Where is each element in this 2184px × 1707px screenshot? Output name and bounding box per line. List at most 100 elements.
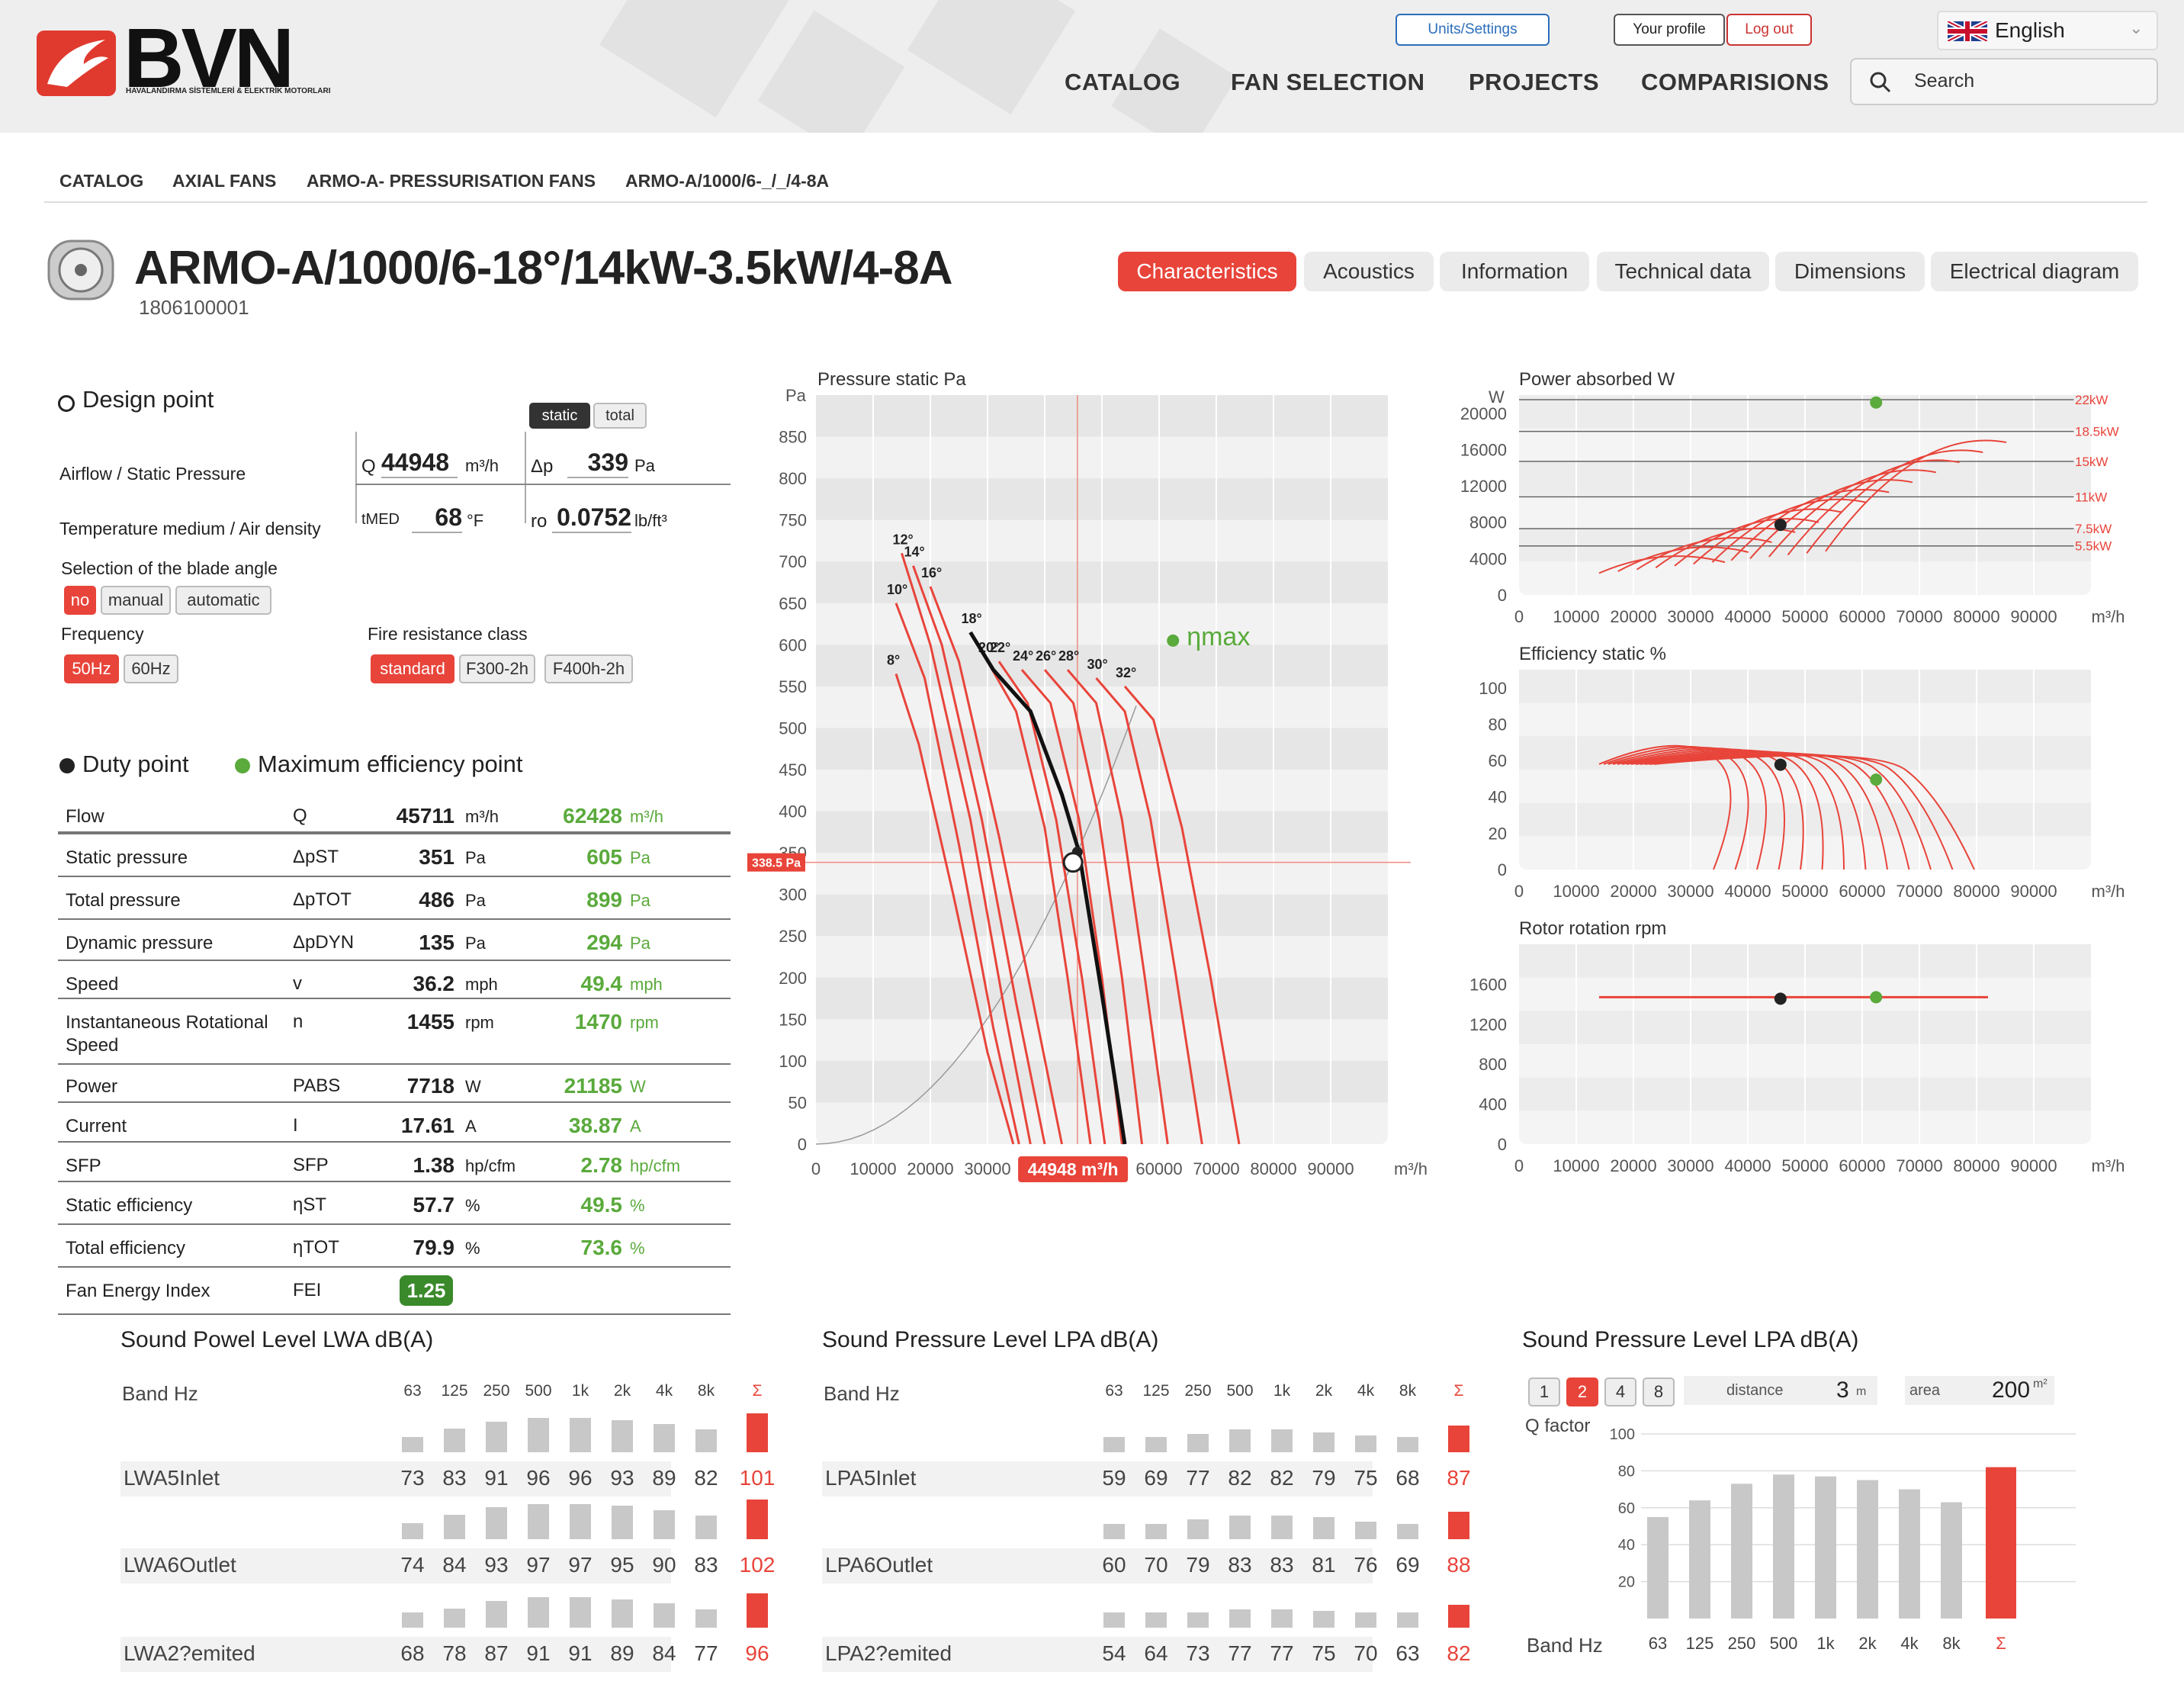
duty-point-marker[interactable] — [1774, 992, 1787, 1005]
freq-50hz-button[interactable]: 50Hz — [64, 654, 119, 683]
blade-angle-label: 14° — [904, 545, 925, 560]
nav-projects[interactable]: PROJECTS — [1469, 69, 1600, 95]
distance-unit: m — [1856, 1385, 1867, 1398]
tab-electrical-diagram[interactable]: Electrical diagram — [1931, 252, 2138, 291]
breadcrumb-catalog[interactable]: CATALOG — [59, 171, 144, 191]
duty-row-value: 36.2 — [413, 972, 455, 995]
profile-button[interactable]: Your profile — [1614, 14, 1725, 46]
language-select[interactable]: English ⌄ — [1937, 11, 2158, 50]
sound-level-bar — [747, 1500, 768, 1539]
blade-curve — [968, 631, 1127, 1145]
sound-level-bar — [486, 1507, 507, 1539]
max-efficiency-dot-icon — [235, 758, 250, 773]
motor-power-label: 22kW — [2075, 393, 2108, 407]
efficiency-chart[interactable]: 0 20 40 60 80 100 0 10000 20000 30000 40000 50000 60… — [1457, 656, 2158, 908]
sound-value: 96 — [745, 1641, 769, 1665]
q-input[interactable]: 44948 — [381, 448, 458, 478]
duty-row-label: Instantaneous Rotational Speed — [66, 1012, 268, 1056]
blade-automatic-button[interactable]: automatic — [175, 586, 271, 615]
motor-power-label: 5.5kW — [2075, 539, 2112, 554]
nav-fan-selection[interactable]: FAN SELECTION — [1231, 69, 1425, 95]
duty-row-label: Total efficiency — [66, 1238, 185, 1259]
max-eff-row-unit: % — [630, 1239, 645, 1258]
distance-field[interactable]: distance 3 m — [1684, 1376, 1877, 1405]
sound-value: 91 — [568, 1641, 593, 1665]
sound-level-bar — [1103, 1612, 1125, 1628]
band-header: 250 — [1184, 1382, 1212, 1400]
sound-row-label: LPA6Outlet — [825, 1553, 933, 1577]
fire-standard-button[interactable]: standard — [371, 654, 454, 683]
q-factor-1-button[interactable]: 1 — [1528, 1377, 1560, 1406]
logo-icon[interactable] — [37, 31, 116, 96]
power-chart[interactable]: W 0 4000 8000 12000 16000 20000 0 10000 20000 3000… — [1457, 381, 2158, 633]
power-curve — [1617, 546, 1749, 572]
max-efficiency-marker[interactable] — [1167, 634, 1180, 647]
tab-characteristics[interactable]: Characteristics — [1118, 252, 1296, 291]
freq-60hz-button[interactable]: 60Hz — [124, 654, 178, 683]
duty-point-marker[interactable] — [1774, 758, 1787, 771]
divider — [355, 432, 357, 523]
x-tick-label: 40000 — [1724, 882, 1771, 901]
brand-logo[interactable]: BVN — [124, 11, 294, 105]
power-curve — [1598, 555, 1726, 574]
max-efficiency-marker[interactable] — [1870, 991, 1883, 1004]
max-efficiency-marker[interactable] — [1870, 396, 1883, 409]
band-hz-label: Band Hz — [824, 1382, 900, 1405]
duty-point-marker[interactable] — [1774, 519, 1787, 532]
spl-band-label: Band Hz — [1527, 1634, 1603, 1657]
max-eff-row-unit: mph — [630, 975, 663, 994]
blade-no-button[interactable]: no — [64, 586, 96, 615]
power-curve — [1693, 508, 1842, 565]
area-field[interactable]: area 200 m² — [1905, 1376, 2054, 1405]
duty-row-symbol: I — [293, 1115, 298, 1136]
search-input[interactable]: Search — [1850, 58, 2158, 105]
language-label: English — [1995, 18, 2065, 42]
spl-bar — [1689, 1500, 1710, 1619]
nav-comparisions[interactable]: COMPARISIONS — [1641, 69, 1829, 95]
max-efficiency-marker[interactable] — [1870, 773, 1883, 786]
fire-f300-button[interactable]: F300-2h — [459, 654, 535, 683]
blade-angle-label: 12° — [893, 532, 914, 547]
nav-catalog[interactable]: CATALOG — [1065, 69, 1181, 95]
bg-decoration — [757, 10, 905, 133]
sound-level-bar — [612, 1506, 633, 1539]
q-factor-2-button[interactable]: 2 — [1566, 1377, 1598, 1406]
q-factor-8-button[interactable]: 8 — [1643, 1377, 1675, 1406]
rpm-chart[interactable]: 0 400 800 1200 1600 0 10000 20000 30000 40000 5000… — [1457, 931, 2158, 1182]
logout-button[interactable]: Log out — [1726, 14, 1812, 46]
power-curve — [1749, 479, 1913, 560]
fire-f400-button[interactable]: F400h-2h — [544, 654, 633, 683]
x-tick-label: 20000 — [1610, 1156, 1656, 1175]
power-curve — [1674, 518, 1819, 567]
temperature-input[interactable]: 68 — [412, 503, 462, 533]
sound-level-bar — [1397, 1612, 1418, 1628]
tab-technical-data[interactable]: Technical data — [1597, 252, 1769, 291]
x-tick-label: 50000 — [1781, 607, 1828, 626]
max-eff-row-value: 899 — [586, 888, 622, 911]
duty-row-value: 1.38 — [413, 1153, 455, 1177]
pressure-chart[interactable]: Pa05010015020025030035040045050055060065… — [740, 381, 1441, 1205]
tab-acoustics[interactable]: Acoustics — [1304, 252, 1434, 291]
blade-curve — [929, 586, 1063, 1145]
blade-angle-label: Selection of the blade angle — [61, 558, 278, 578]
breadcrumb-armo-a[interactable]: ARMO-A- PRESSURISATION FANS — [307, 171, 596, 191]
q-factor-4-button[interactable]: 4 — [1604, 1377, 1636, 1406]
density-input[interactable]: 0.0752 — [552, 503, 631, 533]
static-toggle[interactable]: static — [529, 403, 590, 429]
search-placeholder: Search — [1914, 70, 1975, 92]
total-toggle[interactable]: total — [593, 403, 647, 429]
units-settings-button[interactable]: Units/Settings — [1396, 14, 1550, 46]
divider — [58, 960, 731, 961]
dp-input[interactable]: 339 — [567, 448, 628, 478]
sound-level-bar — [1187, 1519, 1209, 1539]
blade-manual-button[interactable]: manual — [101, 586, 171, 615]
sound-value: 73 — [400, 1466, 425, 1490]
design-point-marker[interactable] — [1062, 852, 1084, 873]
sound-level-bar — [654, 1423, 675, 1452]
duty-row-unit: mph — [465, 975, 498, 994]
tab-dimensions[interactable]: Dimensions — [1775, 252, 1925, 291]
x-tick-label: 90000 — [1307, 1159, 1354, 1178]
tab-information[interactable]: Information — [1440, 252, 1589, 291]
divider — [58, 1101, 731, 1103]
breadcrumb-axial-fans[interactable]: AXIAL FANS — [172, 171, 277, 191]
